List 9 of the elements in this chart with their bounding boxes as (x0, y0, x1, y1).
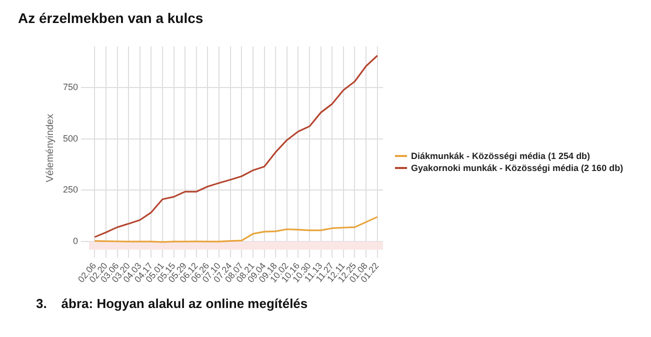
y-tick-label: 0 (73, 236, 78, 246)
legend-label: Gyakornoki munkák - Közösségi média (2 160 db) (411, 163, 624, 173)
y-tick-label: 750 (62, 82, 78, 92)
y-tick-label: 250 (62, 184, 78, 195)
y-tick-label: 500 (62, 133, 78, 144)
chart-title: Az érzelmekben van a kulcs (18, 10, 204, 26)
y-axis-title: Véleményindex (44, 114, 56, 182)
legend-label: Diákmunkák - Közösségi média (1 254 db) (411, 151, 590, 161)
text: 3. ábra: Hogyan alakul az online megítélés (36, 296, 308, 311)
